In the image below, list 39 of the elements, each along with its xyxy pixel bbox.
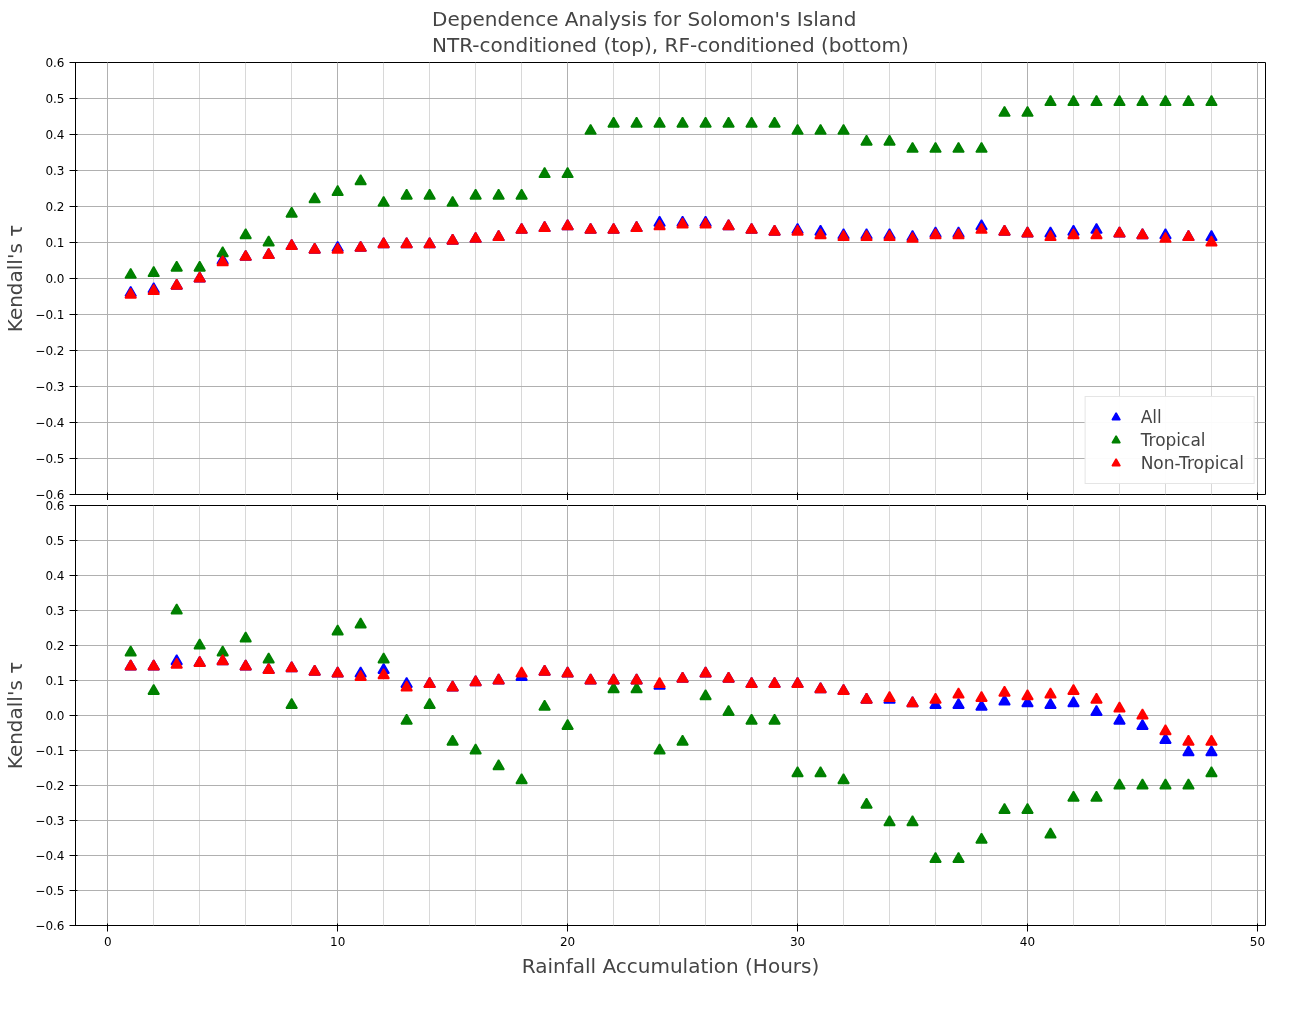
y-tick-label: 0.2 xyxy=(45,639,65,653)
chart-title: Dependence Analysis for Solomon's Island NTR-conditioned (top), RF-conditioned (bottom) xyxy=(432,7,909,58)
y-tick-label: 0.1 xyxy=(45,674,65,688)
y-tick-label: −0.2 xyxy=(35,344,65,358)
x-tick-label: 0 xyxy=(103,934,112,949)
y-tick-label: 0.4 xyxy=(45,569,65,583)
x-tick-label: 40 xyxy=(1019,934,1036,949)
y-tick-label: 0.6 xyxy=(45,56,65,70)
y-tick-label: 0.3 xyxy=(45,164,65,178)
x-tick-label: 10 xyxy=(330,934,346,949)
legend-label: All xyxy=(1140,407,1162,427)
y-tick-label: −0.6 xyxy=(35,488,65,502)
x-tick-label: 50 xyxy=(1249,934,1266,949)
y-tick-label: −0.1 xyxy=(35,744,65,758)
y-tick-label: −0.3 xyxy=(35,380,65,394)
y-tick-label: 0.1 xyxy=(45,236,65,250)
y-tick-label: 0.3 xyxy=(45,604,65,618)
y-tick-label: −0.5 xyxy=(35,452,65,466)
y-tick-label: 0.5 xyxy=(45,534,65,548)
y-tick-label: 0.0 xyxy=(45,272,65,286)
x-tick-label: 30 xyxy=(789,934,806,949)
y-tick-label: −0.6 xyxy=(35,919,65,933)
y-tick-label: 0.0 xyxy=(45,709,65,723)
y-tick-label: −0.2 xyxy=(35,779,65,793)
legend-label: Non-Tropical xyxy=(1140,453,1244,473)
x-tick-label: 20 xyxy=(559,934,576,949)
y-tick-label: −0.3 xyxy=(35,814,65,828)
x-axis-title: Rainfall Accumulation (Hours) xyxy=(521,953,820,978)
legend-label: Tropical xyxy=(1140,430,1206,450)
y-tick-label: 0.4 xyxy=(45,128,65,142)
y-tick-label: −0.1 xyxy=(35,308,65,322)
y-tick-label: −0.5 xyxy=(35,884,65,898)
y-tick-label: 0.5 xyxy=(45,92,65,106)
y-axis-title: Kendall's τ xyxy=(3,224,28,333)
y-tick-label: 0.6 xyxy=(45,499,65,513)
y-tick-label: 0.2 xyxy=(45,200,65,214)
y-axis-title: Kendall's τ xyxy=(3,661,28,770)
y-tick-label: −0.4 xyxy=(35,416,65,430)
y-tick-label: −0.4 xyxy=(35,849,65,863)
